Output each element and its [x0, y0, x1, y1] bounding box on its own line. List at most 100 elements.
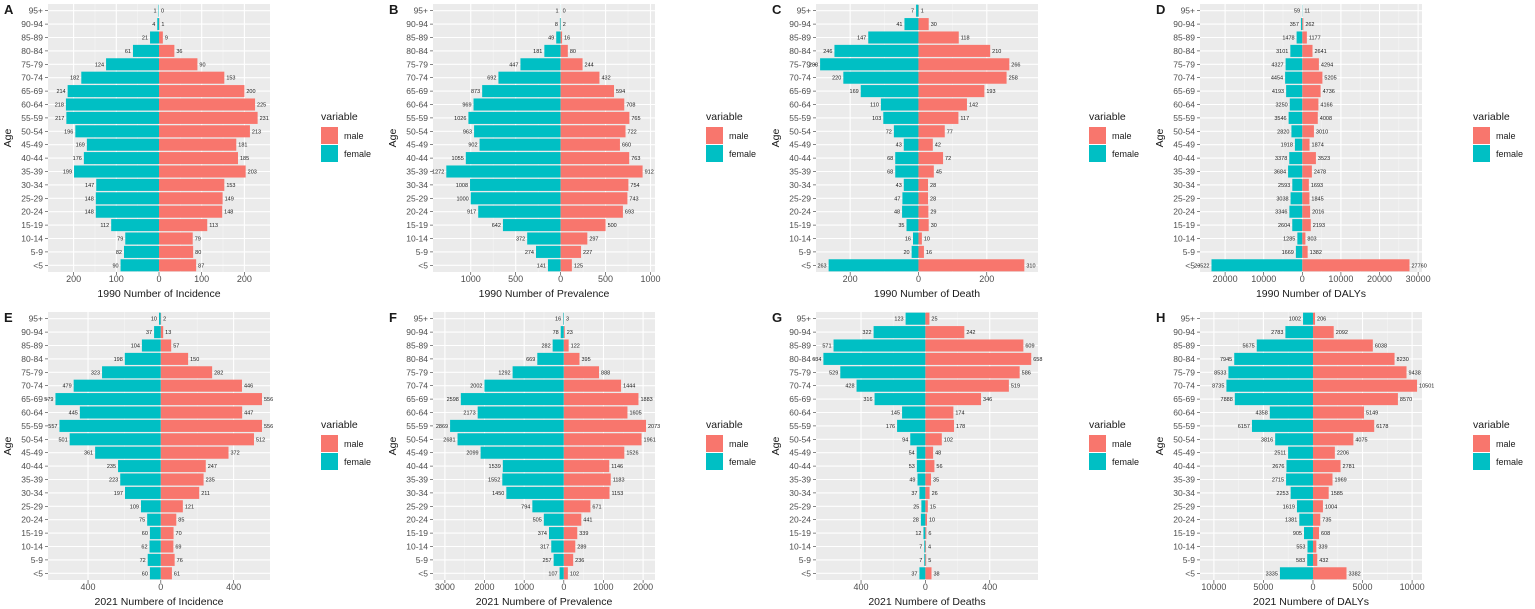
- legend-key-female: [1089, 145, 1106, 162]
- bar-female: [111, 219, 159, 232]
- y-tick-label: 15-19: [406, 528, 428, 538]
- bar-male: [563, 406, 628, 419]
- data-label-male: 297: [589, 237, 598, 243]
- bar-male: [560, 219, 606, 232]
- legend-key-male: [1473, 127, 1490, 144]
- bar-male: [160, 540, 174, 553]
- bar-male: [159, 125, 250, 138]
- data-label-female: 1619: [1283, 504, 1295, 510]
- data-label-male: 266: [1011, 62, 1020, 68]
- data-label-male: 247: [208, 464, 217, 470]
- bar-male: [159, 192, 223, 205]
- bar-female: [1286, 460, 1313, 473]
- bar-male: [160, 339, 172, 352]
- y-tick-label: 25-29: [406, 193, 428, 203]
- chart-panel-C: C 7 1 95+ 41 30 90-94 147 118 85-89 246 210 80-84 288…: [770, 2, 1139, 300]
- data-label-male: 30: [931, 223, 937, 229]
- bar-female: [474, 125, 561, 138]
- bar-female: [141, 339, 161, 352]
- bar-female: [559, 567, 564, 580]
- y-tick-label: 95+: [1181, 6, 1195, 16]
- y-tick-label: 85-89: [789, 33, 811, 43]
- data-label-female: 2604: [1278, 223, 1290, 229]
- bar-male: [1312, 446, 1335, 459]
- bar-female: [902, 205, 919, 218]
- data-label-female: 557: [48, 424, 57, 430]
- data-label-female: 322: [862, 330, 871, 336]
- bar-female: [1296, 31, 1303, 44]
- x-tick-label: 100: [109, 274, 124, 284]
- legend: variable male female: [706, 419, 756, 470]
- data-label-male: 888: [601, 370, 610, 376]
- bar-female: [75, 125, 159, 138]
- legend-label-male: male: [729, 439, 749, 449]
- data-label-male: 10: [929, 518, 935, 524]
- y-tick-label: 70-74: [21, 381, 43, 391]
- x-tick-label: 10000: [1201, 582, 1226, 592]
- data-label-female: 217: [55, 116, 64, 122]
- legend: variable male female: [1089, 419, 1139, 470]
- bar-male: [159, 98, 256, 111]
- bar-male: [560, 71, 600, 84]
- data-label-male: 1693: [1311, 183, 1323, 189]
- data-label-female: 479: [62, 384, 71, 390]
- bar-male: [1302, 192, 1310, 205]
- bar-male: [1312, 567, 1347, 580]
- data-label-female: 75: [139, 518, 145, 524]
- y-tick-label: 35-39: [1173, 167, 1195, 177]
- bar-female: [1234, 393, 1313, 406]
- bar-female: [147, 513, 161, 526]
- legend-key-female: [1473, 453, 1490, 470]
- y-axis-title: Age: [2, 437, 14, 456]
- bar-female: [83, 152, 159, 165]
- y-tick-label: 65-69: [21, 86, 43, 96]
- bar-female: [1304, 527, 1313, 540]
- x-tick-label: 0: [1310, 582, 1315, 592]
- y-tick-label: 90-94: [1173, 19, 1195, 29]
- data-label-male: 339: [1318, 545, 1327, 551]
- y-tick-label: 40-44: [1173, 153, 1195, 163]
- x-tick-label: 3000: [435, 582, 455, 592]
- y-tick-label: 10-14: [1173, 234, 1195, 244]
- bar-female: [465, 152, 561, 165]
- y-tick-label: 75-79: [789, 59, 811, 69]
- legend-label-female: female: [1496, 457, 1523, 467]
- bar-male: [1312, 527, 1320, 540]
- data-label-male: 5: [928, 558, 931, 564]
- data-label-male: 289: [577, 545, 586, 551]
- legend-label-female: female: [729, 457, 756, 467]
- bar-male: [560, 152, 630, 165]
- y-axis-title: Age: [1154, 129, 1166, 148]
- bar-male: [925, 460, 935, 473]
- bar-male: [1302, 31, 1307, 44]
- legend-key-female: [321, 145, 338, 162]
- data-label-female: 109: [130, 504, 139, 510]
- y-tick-label: <5: [1185, 260, 1195, 270]
- y-tick-label: 85-89: [789, 341, 811, 351]
- y-tick-label: <5: [33, 260, 43, 270]
- data-label-female: 2511: [1274, 451, 1286, 457]
- data-label-female: 1272: [432, 170, 444, 176]
- x-tick-label: 0: [916, 274, 921, 284]
- y-tick-label: 65-69: [789, 394, 811, 404]
- y-tick-label: 75-79: [21, 59, 43, 69]
- x-tick-label: 100: [194, 274, 209, 284]
- bar-female: [102, 366, 161, 379]
- bar-female: [118, 460, 161, 473]
- bar-female: [477, 406, 564, 419]
- data-label-female: 3816: [1261, 437, 1273, 443]
- data-label-male: 4166: [1320, 103, 1332, 109]
- data-label-female: 181: [533, 49, 542, 55]
- data-label-male: 85: [178, 518, 184, 524]
- bar-male: [1312, 473, 1333, 486]
- data-label-male: 722: [628, 129, 637, 135]
- y-tick-label: 5-9: [799, 247, 812, 257]
- bar-female: [1288, 446, 1313, 459]
- bar-female: [559, 18, 561, 31]
- x-tick-label: 0: [1300, 274, 1305, 284]
- data-label-female: 3101: [1276, 49, 1288, 55]
- bar-male: [563, 500, 591, 513]
- data-label-male: 1177: [1309, 36, 1321, 42]
- data-label-female: 25: [913, 504, 919, 510]
- data-label-male: 8570: [1400, 397, 1412, 403]
